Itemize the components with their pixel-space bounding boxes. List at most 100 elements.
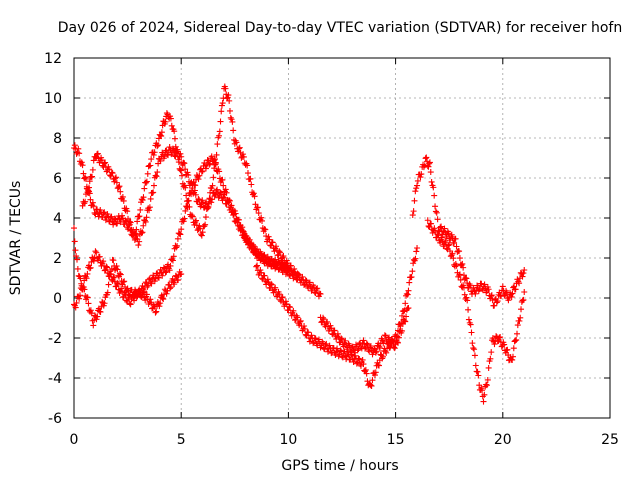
data-point xyxy=(352,352,359,359)
data-point xyxy=(255,249,262,256)
data-point xyxy=(83,175,90,182)
y-tick-label: 12 xyxy=(44,51,62,67)
data-point xyxy=(421,162,428,169)
data-point xyxy=(120,197,127,204)
y-tick-label: -6 xyxy=(48,411,62,427)
data-point xyxy=(403,313,410,320)
data-series xyxy=(424,217,528,405)
data-point xyxy=(174,146,181,153)
data-point xyxy=(160,296,167,303)
data-point xyxy=(181,215,188,222)
data-point xyxy=(259,253,266,260)
data-point xyxy=(422,155,429,162)
data-point xyxy=(96,253,103,260)
data-point xyxy=(259,217,266,224)
data-point xyxy=(362,366,369,373)
data-point xyxy=(431,192,438,199)
data-point xyxy=(199,197,206,204)
data-point xyxy=(487,355,494,362)
data-point xyxy=(120,278,127,285)
data-point xyxy=(257,267,264,274)
data-point xyxy=(106,166,113,173)
data-point xyxy=(171,281,178,288)
data-point xyxy=(456,271,463,278)
data-point xyxy=(233,215,240,222)
data-point xyxy=(79,285,86,292)
data-point xyxy=(76,295,83,302)
data-point xyxy=(452,235,459,242)
data-point xyxy=(157,157,164,164)
data-point xyxy=(71,142,78,149)
data-point xyxy=(76,150,83,157)
data-point xyxy=(244,170,251,177)
data-point xyxy=(445,230,452,237)
data-point xyxy=(383,349,390,356)
data-point xyxy=(78,159,85,166)
data-point xyxy=(183,192,190,199)
data-point xyxy=(390,344,397,351)
data-point xyxy=(467,282,474,289)
data-point xyxy=(472,290,479,297)
data-point xyxy=(175,276,182,283)
data-point xyxy=(105,281,112,288)
data-point xyxy=(269,239,276,246)
data-point xyxy=(395,339,402,346)
data-point xyxy=(480,398,487,405)
data-point xyxy=(212,156,219,163)
data-point xyxy=(278,294,285,301)
data-point xyxy=(230,127,237,134)
data-point xyxy=(318,319,325,326)
data-point xyxy=(166,267,173,274)
data-point xyxy=(93,249,100,256)
data-point xyxy=(258,214,265,221)
data-point xyxy=(306,338,313,345)
data-point xyxy=(516,317,523,324)
data-point xyxy=(284,265,291,272)
data-point xyxy=(467,321,474,328)
data-point xyxy=(131,236,138,243)
data-point xyxy=(72,304,79,311)
data-point xyxy=(114,220,121,227)
data-point xyxy=(412,188,419,195)
data-point xyxy=(311,289,318,296)
data-point xyxy=(431,225,438,232)
data-point xyxy=(171,128,178,135)
data-point xyxy=(268,281,275,288)
data-point xyxy=(182,184,189,191)
data-point xyxy=(509,290,516,297)
data-point xyxy=(376,343,383,350)
data-point xyxy=(174,242,181,249)
data-point xyxy=(262,226,269,233)
data-point xyxy=(485,364,492,371)
data-point xyxy=(320,314,327,321)
data-point xyxy=(297,317,304,324)
data-point xyxy=(369,377,376,384)
data-point xyxy=(199,168,206,175)
data-point xyxy=(188,187,195,194)
data-point xyxy=(80,283,87,290)
data-point xyxy=(362,345,369,352)
data-point xyxy=(178,226,185,233)
data-point xyxy=(175,159,182,166)
data-point xyxy=(127,219,134,226)
data-point xyxy=(101,267,108,274)
data-point xyxy=(87,196,94,203)
data-point xyxy=(184,169,191,176)
data-point xyxy=(494,298,501,305)
x-tick-label: 0 xyxy=(70,432,79,448)
data-point xyxy=(518,306,525,313)
data-point xyxy=(521,289,528,295)
data-point xyxy=(248,181,255,188)
y-tick-label: -4 xyxy=(48,371,62,387)
data-point xyxy=(516,280,523,287)
data-point xyxy=(301,325,308,332)
data-point xyxy=(74,256,81,263)
data-point xyxy=(314,285,321,292)
data-point xyxy=(244,235,251,242)
data-point xyxy=(117,219,124,226)
plot-frame xyxy=(73,57,611,419)
axis-ticks: 0 5 10 15 20 25 -6 -4 -2 0 2 4 6 8 10 12 xyxy=(44,51,619,448)
data-point xyxy=(142,218,149,225)
data-point xyxy=(175,150,182,157)
data-point xyxy=(210,174,217,181)
